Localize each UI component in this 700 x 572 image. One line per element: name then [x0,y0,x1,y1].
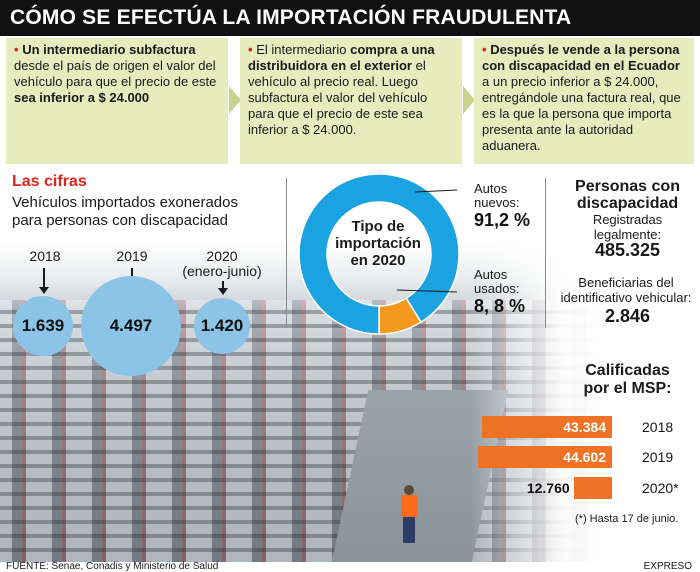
year-label-2020: 2020 (enero-junio) [182,249,262,279]
step-3-bullet: • [482,42,487,57]
step-arrow-1 [229,86,241,114]
bar-category-0: 2018 [642,419,674,435]
leader-line-nuevos [414,189,458,193]
worker-head [404,485,414,495]
year-label-2020-period: (enero-junio) [182,263,262,279]
year-label-2019: 2019 [116,248,148,264]
bubble-0 [12,295,74,357]
worker-legs [403,517,415,543]
bar-chart-note: (*) Hasta 17 de junio. [575,513,679,525]
separator-left [286,178,287,328]
separator-right [545,178,546,328]
step-2-bold-1: compra a una distribuidora en el exterio… [248,42,435,73]
bar-category-2: 2020* [642,480,679,496]
donut-chart [298,173,460,335]
pie-label-nuevos-line-2: nuevos: [474,195,520,210]
donut-slice-0 [298,173,460,335]
personas-title-line-2: discapacidad [576,195,679,212]
beneficiarias-label-line-2: identificativo vehicular: [560,290,692,305]
bar-value-0: 43.384 [563,419,606,435]
registradas-value: 485.325 [594,240,661,260]
beneficiarias-label-line-1: Beneficiarias del [578,275,674,290]
bubble-value-1: 4.497 [109,316,153,335]
leader-line-usados [396,289,458,293]
pie-label-usados-line-2: usados: [474,281,520,296]
pie-label-nuevos: Autos nuevos: [474,182,520,210]
beneficiarias-value: 2.846 [604,306,651,326]
step-1-bullet: • [14,42,19,57]
bubble-value-2: 1.420 [200,316,244,335]
bubble-2 [193,297,251,355]
calificadas-title-line-2: por el MSP: [583,380,672,397]
page-title: CÓMO SE EFECTÚA LA IMPORTACIÓN FRAUDULEN… [10,6,572,29]
cifras-subtitle: Vehículos importados exonerados para per… [12,194,238,229]
donut-title-line-1: Tipo de [351,218,405,235]
pie-value-usados: 8, 8 % [474,296,526,316]
bar-value-1: 44.602 [563,449,606,465]
pie-label-usados: Autos usados: [474,268,520,296]
step-1-bold-1: Un intermediario subfactura [22,42,196,57]
step-1-bold-2: sea inferior a $ 24.000 [14,90,150,105]
worker-figure [400,485,418,543]
pie-value-nuevos: 91,2 % [474,210,531,230]
step-arrow-2 [463,86,475,114]
step-2: • El intermediario compra a una distribu… [240,38,462,164]
step-1-text-1: desde el país de origen el valor del veh… [14,58,217,89]
beneficiarias-label: Beneficiarias del identificativo vehicul… [552,275,700,305]
registradas-label: Registradas legalmente: [555,212,700,242]
registradas-label-line-1: Registradas [592,212,663,227]
bubble-value-0: 1.639 [21,316,65,335]
step-2-text-1: el vehículo al precio real. Luego subfac… [248,58,428,137]
step-3: • Después le vende a la persona con disc… [474,38,694,164]
donut-title-line-3: en 2020 [350,252,406,269]
year-label-2018: 2018 [29,248,61,264]
step-2-bullet: • [248,42,253,57]
arrow-2018 [39,268,49,294]
step-1: • Un intermediario subfactura desde el p… [6,38,228,164]
pie-label-nuevos-line-1: Autos [474,181,508,196]
bar-2 [573,477,612,499]
step-3-bold-1: Después le vende a la persona con discap… [482,42,680,73]
bubble-1 [81,276,181,376]
header-bar: CÓMO SE EFECTÚA LA IMPORTACIÓN FRAUDULEN… [0,0,700,36]
photo-fade-right [470,240,700,562]
source-text: FUENTE: Senae, Conadis y Ministerio de S… [6,561,219,572]
step-2-text-0: El intermediario [256,42,351,57]
bar-category-1: 2019 [642,449,674,465]
donut-slices [298,173,460,335]
bar-value-2: 12.760 [526,480,570,496]
donut-title: Tipo de importación en 2020 [330,218,426,269]
calificadas-title: Calificadas por el MSP: [555,362,700,398]
step-3-text-1: a un precio inferior a $ 24.000, entregá… [482,74,681,153]
bar-1 [478,446,612,468]
bar-0 [481,416,612,438]
calificadas-title-line-1: Calificadas [585,362,670,379]
personas-title: Personas con discapacidad [555,178,700,212]
arrow-2020 [218,281,228,295]
worker-vest [401,495,417,517]
pie-label-usados-line-1: Autos [474,267,508,282]
cifras-title: Las cifras [12,173,87,190]
brand-text: EXPRESO [643,561,692,572]
registradas-label-line-2: legalmente: [593,227,662,242]
donut-title-line-2: importación [335,235,421,252]
year-label-2020-year: 2020 [206,248,238,264]
personas-title-line-1: Personas con [575,178,680,195]
